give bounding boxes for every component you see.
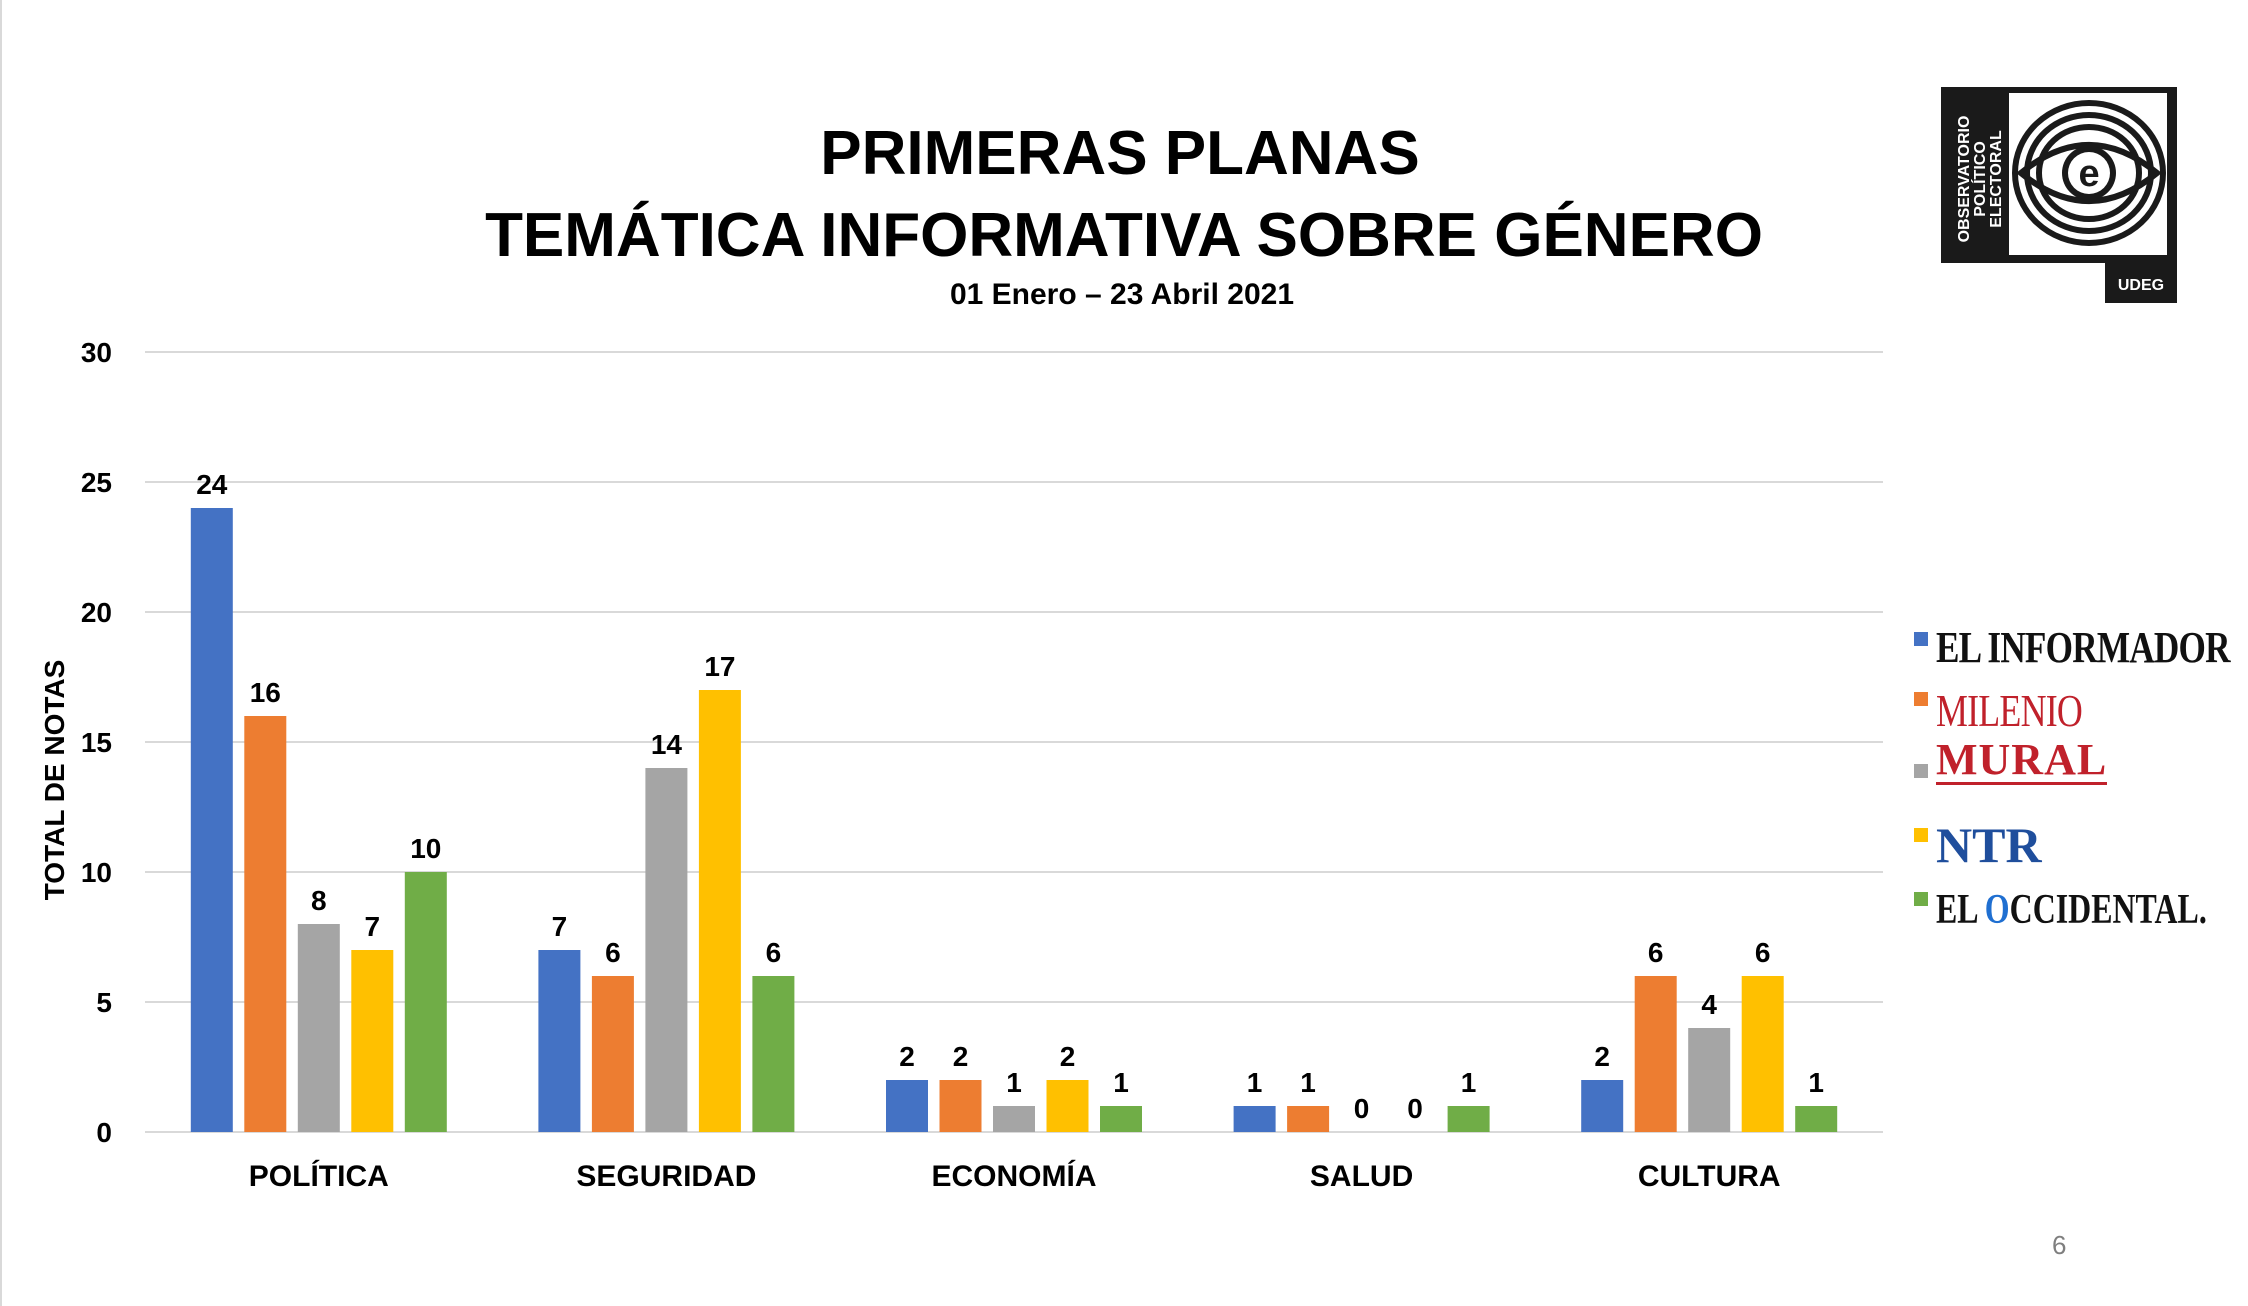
data-label: 10 [410, 833, 441, 864]
bar-milenio [1287, 1106, 1330, 1132]
x-tick-label: SALUD [1310, 1160, 1413, 1193]
logo-letter: e [2078, 153, 2099, 195]
bar-el-occidental [1100, 1106, 1142, 1132]
data-label: 24 [196, 469, 228, 500]
legend-label: NTR [1936, 817, 2042, 873]
y-tick-label: 5 [96, 987, 112, 1018]
legend-label: EL INFORMADOR [1936, 623, 2231, 672]
page-number: 6 [2052, 1230, 2067, 1260]
bar-mural [993, 1106, 1035, 1132]
legend-swatch [1914, 764, 1928, 778]
legend-label-part: EL [1936, 887, 1985, 933]
logo-badge-udeg: UDEG [2118, 277, 2164, 294]
y-tick-label: 25 [81, 467, 112, 498]
bar-el-occidental [752, 976, 795, 1132]
x-axis-ticks: POLÍTICA SEGURIDAD ECONOMÍA SALUD CULTURA [249, 1159, 1781, 1193]
data-label: 2 [1594, 1041, 1610, 1072]
bar-mural [297, 924, 340, 1132]
data-label: 4 [1701, 989, 1717, 1020]
bar-el-informador [190, 508, 233, 1132]
data-label: 2 [1060, 1041, 1076, 1072]
legend-label: MILENIO [1936, 685, 2083, 736]
data-label: 2 [953, 1041, 969, 1072]
logo-text-line2: POLÍTICO [1970, 141, 1989, 217]
chart-subtitle-date-range: 01 Enero – 23 Abril 2021 [949, 278, 1295, 311]
legend-swatch [1914, 632, 1928, 646]
bar-ntr [351, 950, 394, 1132]
x-tick-label: SEGURIDAD [576, 1160, 756, 1193]
bar-mural [1688, 1028, 1731, 1132]
x-tick-label: ECONOMÍA [932, 1159, 1097, 1193]
data-label: 1 [1461, 1067, 1477, 1098]
bar-el-informador [1581, 1080, 1624, 1132]
bar-el-occidental [1447, 1106, 1490, 1132]
data-label: 6 [766, 937, 782, 968]
bar-ntr [1046, 1080, 1089, 1132]
bars [190, 508, 1838, 1132]
y-axis-ticks: 0 5 10 15 20 25 30 [81, 337, 112, 1148]
eye-logo-icon: OBSERVATORIO POLÍTICO ELECTORAL e UDEG [1941, 87, 2177, 303]
bar-mural [645, 768, 688, 1132]
data-label: 1 [1006, 1067, 1022, 1098]
y-tick-label: 0 [96, 1117, 112, 1148]
bar-ntr [698, 690, 741, 1132]
chart-title-line2: TEMÁTICA INFORMATIVA SOBRE GÉNERO [485, 201, 1763, 270]
data-label: 6 [605, 937, 621, 968]
bar-el-informador [1233, 1106, 1276, 1132]
y-tick-label: 10 [81, 857, 112, 888]
data-label: 0 [1407, 1093, 1423, 1124]
y-tick-label: 20 [81, 597, 112, 628]
data-label: 6 [1648, 937, 1664, 968]
y-tick-label: 15 [81, 727, 112, 758]
bar-milenio [939, 1080, 982, 1132]
data-label: 14 [651, 729, 683, 760]
legend-swatch [1914, 692, 1928, 706]
legend-label-part: . [2198, 887, 2207, 933]
legend-label: EL OCCIDENTAL. [1936, 886, 2207, 934]
bar-el-occidental [1795, 1106, 1838, 1132]
legend-swatch [1914, 828, 1928, 842]
data-label: 1 [1808, 1067, 1824, 1098]
y-axis-label: TOTAL DE NOTAS [39, 660, 70, 901]
bar-ntr [1741, 976, 1784, 1132]
data-label: 16 [250, 677, 281, 708]
bar-milenio [244, 716, 287, 1132]
bar-el-informador [886, 1080, 928, 1132]
data-label: 1 [1247, 1067, 1263, 1098]
data-label: 1 [1300, 1067, 1316, 1098]
slide-border [0, 0, 2, 1306]
data-label: 0 [1354, 1093, 1370, 1124]
data-label: 2 [899, 1041, 915, 1072]
legend-label-part: O [1984, 887, 2010, 933]
data-label: 7 [552, 911, 568, 942]
chart-title-line1: PRIMERAS PLANAS [820, 119, 1420, 188]
data-label: 6 [1755, 937, 1771, 968]
legend-label: MURAL [1936, 735, 2108, 785]
legend-label-part: CCIDENTAL [2009, 887, 2199, 933]
x-tick-label: POLÍTICA [249, 1159, 389, 1193]
data-label: 17 [704, 651, 735, 682]
bar-el-occidental [404, 872, 447, 1132]
bar-el-informador [538, 950, 581, 1132]
y-tick-label: 30 [81, 337, 112, 368]
data-label: 8 [311, 885, 327, 916]
data-label: 1 [1113, 1067, 1129, 1098]
legend-swatch [1914, 892, 1928, 906]
bar-milenio [591, 976, 634, 1132]
bar-milenio [1634, 976, 1677, 1132]
data-label: 7 [365, 911, 381, 942]
logo-text-line3: ELECTORAL [1988, 130, 2005, 228]
x-tick-label: CULTURA [1638, 1160, 1781, 1193]
logo-text-line1: OBSERVATORIO [1956, 116, 1973, 243]
